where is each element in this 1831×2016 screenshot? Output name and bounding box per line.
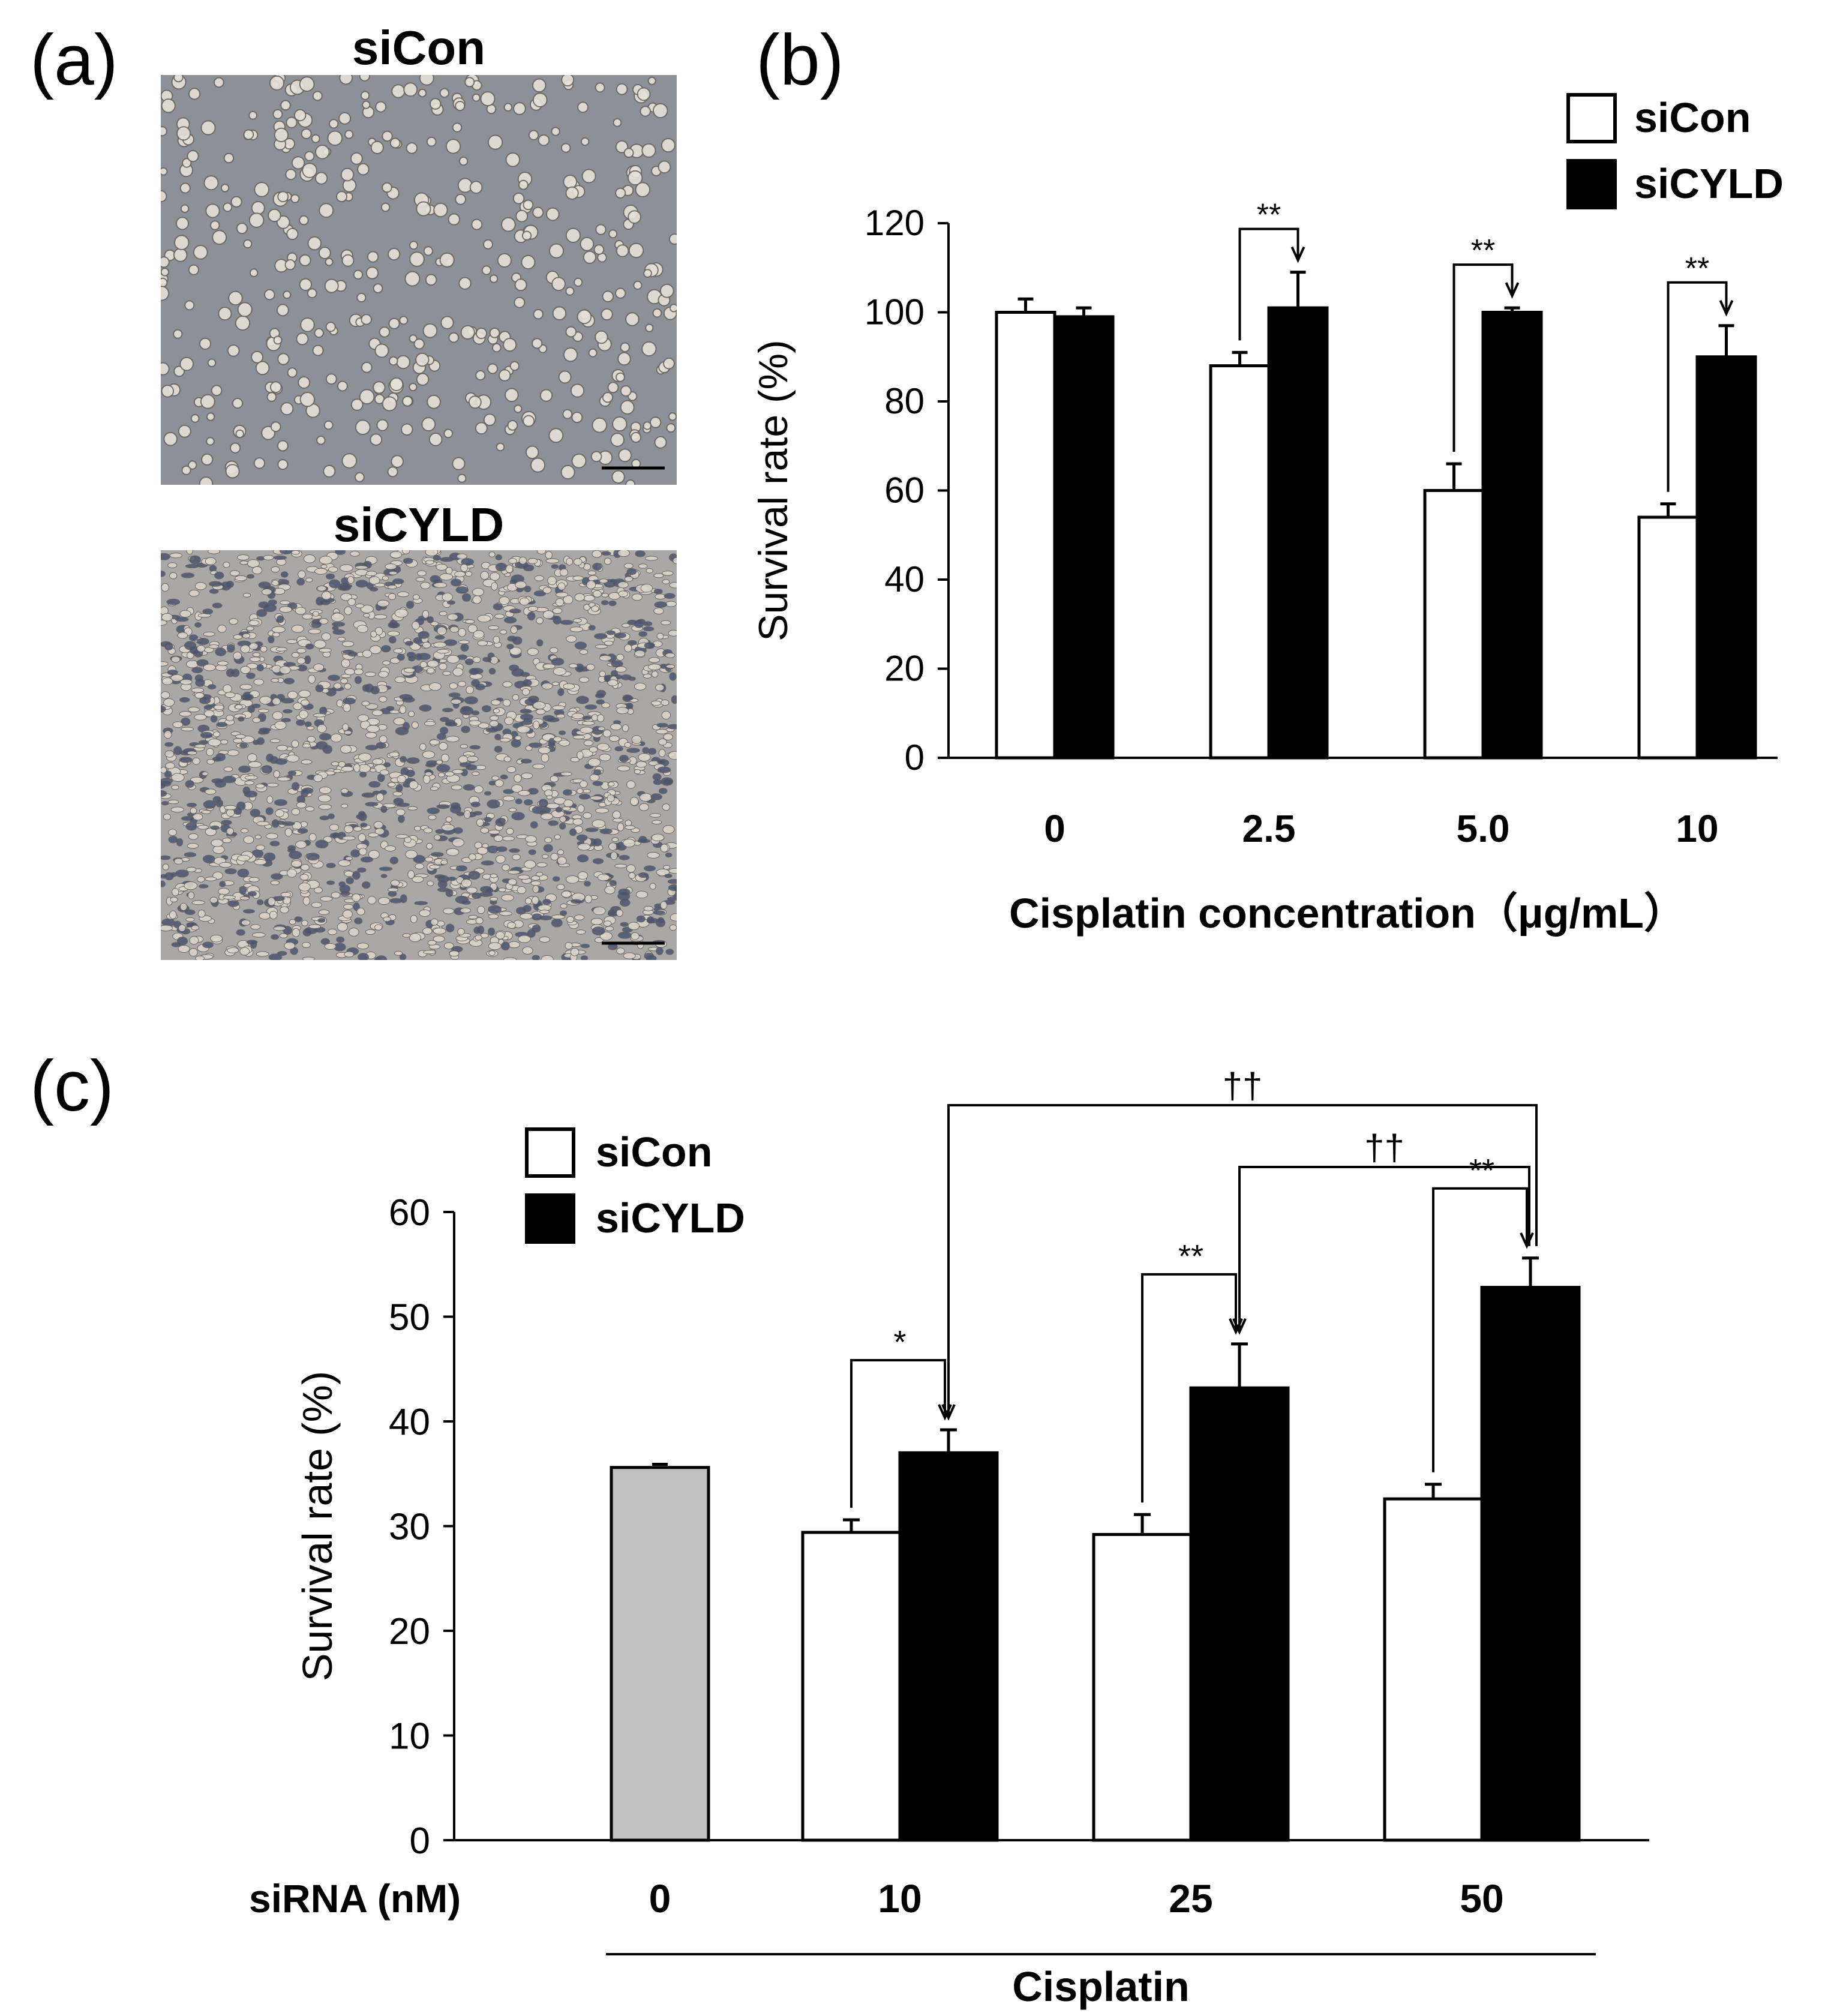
bar-siCYLD-10 [1695,355,1757,760]
bar-siCon-10 [1637,515,1699,760]
x-tick-label: 10 [1676,807,1718,850]
bar-siCon-2.5 [1209,364,1271,760]
chart-c-survival-vs-sirna: 0 10 20 30 40 50 60 Survival rate (%) siRNA (nM)… [249,1068,1649,2010]
micrograph-title-sicon: siCon [352,21,486,74]
y-tick-label: 30 [389,1507,430,1548]
significance-label: ** [1178,1238,1203,1274]
panel-c-label: (c) [30,1046,114,1126]
cross-significance-label: †† [1364,1127,1404,1168]
x-tick-label: 50 [1460,1876,1503,1921]
significance-bracket [1432,1187,1528,1472]
significance-label: ** [1469,1153,1494,1189]
x-axis-prefix-label: siRNA (nM) [249,1876,461,1921]
legend-label-siCon: siCon [1634,94,1751,141]
x-axis-label: Cisplatin concentration（μg/mL） [1009,890,1686,937]
legend-label-siCYLD: siCYLD [1634,160,1784,207]
bar-control-0 [610,1466,710,1842]
y-tick-label: 120 [865,203,924,243]
cell-texture [161,550,677,960]
y-tick-label: 50 [389,1297,430,1339]
bar-siCon-5.0 [1423,489,1485,760]
y-axis-label: Survival rate (%) [751,340,796,641]
legend-label-siCYLD: siCYLD [596,1195,745,1241]
bar-siCon-10 [801,1531,902,1842]
cross-significance-bracket [1238,1166,1530,1332]
cell-texture [161,75,677,485]
y-tick-label: 100 [865,292,924,332]
legend-swatch-siCYLD [1566,159,1617,209]
y-tick-label: 20 [884,649,924,689]
cross-significance-label: †† [1223,1068,1263,1106]
x-tick-label: 10 [878,1876,921,1921]
bar-siCYLD-0 [1053,315,1115,760]
cisplatin-group-label: Cisplatin [1012,1963,1190,2010]
bracket-arrow [1232,1318,1247,1335]
bracket-arrow [1520,1232,1534,1249]
micrograph-sicyld [161,550,677,960]
legend-swatch-siCon [1566,93,1617,143]
panel-b-label: (b) [756,20,844,100]
cross-significance-bracket [947,1104,1538,1418]
significance-bracket [850,1358,946,1508]
significance-bracket [1667,281,1728,492]
bar-siCYLD-25 [1189,1386,1290,1842]
significance-label: * [893,1324,906,1360]
bar-siCYLD-2.5 [1267,306,1329,760]
bracket-arrow [1505,282,1520,299]
y-tick-label: 60 [389,1192,430,1234]
bracket-arrow [941,1404,956,1421]
panel-a-label: (a) [30,20,118,100]
bar-siCYLD-5.0 [1481,311,1543,760]
x-tick-label: 25 [1169,1876,1212,1921]
legend-swatch-siCon [525,1127,575,1178]
chart-b-survival-vs-cisplatin: 0 20 40 60 80 100 120 Survival rate (%) 0 2.5 5.0 1… [751,93,1784,937]
y-tick-label: 10 [389,1716,430,1757]
bar-siCYLD-10 [898,1451,999,1842]
y-tick-label: 80 [884,381,924,421]
bar-siCon-50 [1383,1497,1484,1842]
x-tick-label: 5.0 [1457,807,1510,850]
significance-label: ** [1471,233,1495,268]
x-tick-label: 0 [1044,807,1065,850]
bar-siCon-25 [1092,1532,1193,1842]
y-tick-label: 0 [410,1820,430,1862]
y-tick-label: 40 [884,559,924,599]
legend-swatch-siCYLD [525,1193,575,1244]
legend-label-siCon: siCon [596,1129,712,1175]
significance-bracket [1141,1273,1237,1503]
bar-siCon-0 [995,311,1056,760]
y-tick-label: 20 [389,1611,430,1652]
significance-bracket [1238,227,1299,341]
y-tick-label: 0 [905,737,924,778]
x-tick-label: 2.5 [1242,807,1296,850]
bracket-arrow [1290,246,1305,263]
significance-label: ** [1685,251,1709,286]
y-axis-label: Survival rate (%) [294,1371,341,1681]
significance-bracket [1452,263,1514,452]
micrograph-title-sicyld: siCYLD [333,498,505,551]
x-tick-label: 0 [649,1876,671,1921]
significance-label: ** [1257,198,1281,233]
bar-siCYLD-50 [1480,1286,1581,1842]
y-tick-label: 40 [389,1402,430,1443]
y-tick-label: 60 [884,470,924,511]
bracket-arrow [1719,299,1734,317]
micrograph-sicon [161,75,677,485]
